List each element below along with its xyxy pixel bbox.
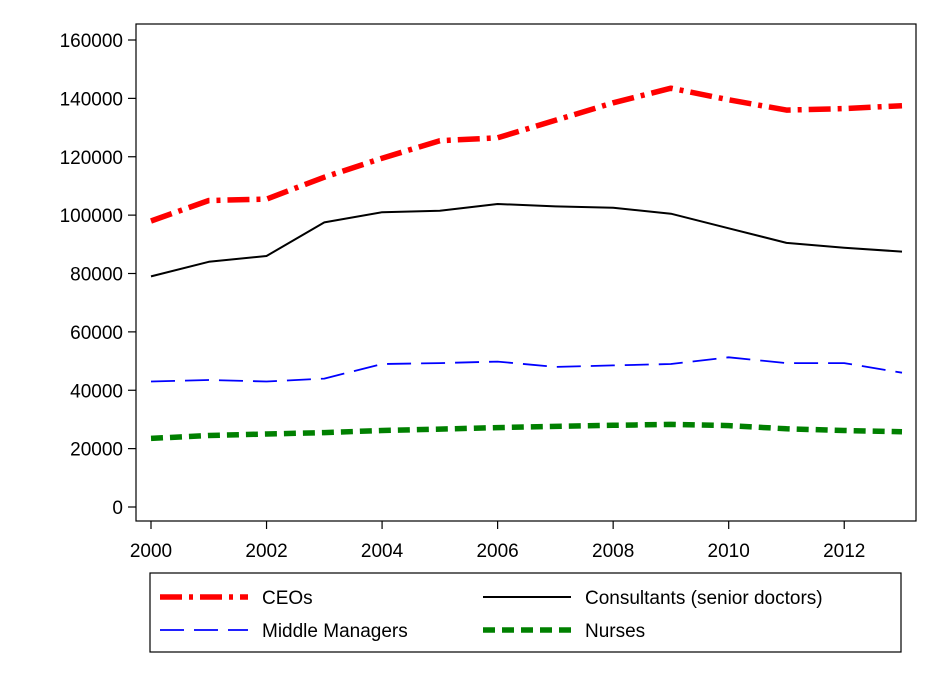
- series-line-nurses: [150, 421, 903, 442]
- x-tick-label: 2004: [361, 541, 404, 562]
- x-tick-label: 2006: [476, 541, 518, 562]
- legend-label-nurses: Nurses: [585, 621, 645, 642]
- x-tick-label: 2012: [823, 541, 865, 562]
- y-tick-label: 40000: [70, 381, 123, 402]
- series-group: [150, 85, 903, 442]
- legend-label-ceos: CEOs: [262, 588, 313, 609]
- x-tick-label: 2010: [708, 541, 750, 562]
- x-axis: 2000 2002 2004 2006 2008 2010 2012: [130, 521, 865, 562]
- series-line-ceos: [150, 85, 903, 224]
- y-tick-label: 0: [112, 498, 123, 519]
- y-tick-label: 160000: [60, 31, 123, 52]
- y-tick-label: 120000: [60, 148, 123, 169]
- x-tick-label: 2002: [245, 541, 287, 562]
- y-tick-label: 60000: [70, 323, 123, 344]
- legend-frame: [149, 572, 902, 653]
- legend: CEOs Consultants (senior doctors) Middle M…: [149, 572, 902, 653]
- y-tick-label: 20000: [70, 440, 123, 461]
- series-line-consultants-senior-doctors: [150, 203, 903, 278]
- legend-label-consultants-senior-doctors: Consultants (senior doctors): [585, 588, 823, 609]
- y-axis: 0 20000 40000 60000 80000 100000 120000 140000 1…: [60, 31, 136, 519]
- legend-label-middle-managers: Middle Managers: [262, 621, 408, 642]
- series-line-middle-managers: [150, 356, 903, 383]
- y-tick-label: 80000: [70, 265, 123, 286]
- y-tick-label: 100000: [60, 206, 123, 227]
- plot-frame: [135, 23, 917, 522]
- x-tick-label: 2000: [130, 541, 172, 562]
- x-tick-label: 2008: [592, 541, 634, 562]
- y-tick-label: 140000: [60, 89, 123, 110]
